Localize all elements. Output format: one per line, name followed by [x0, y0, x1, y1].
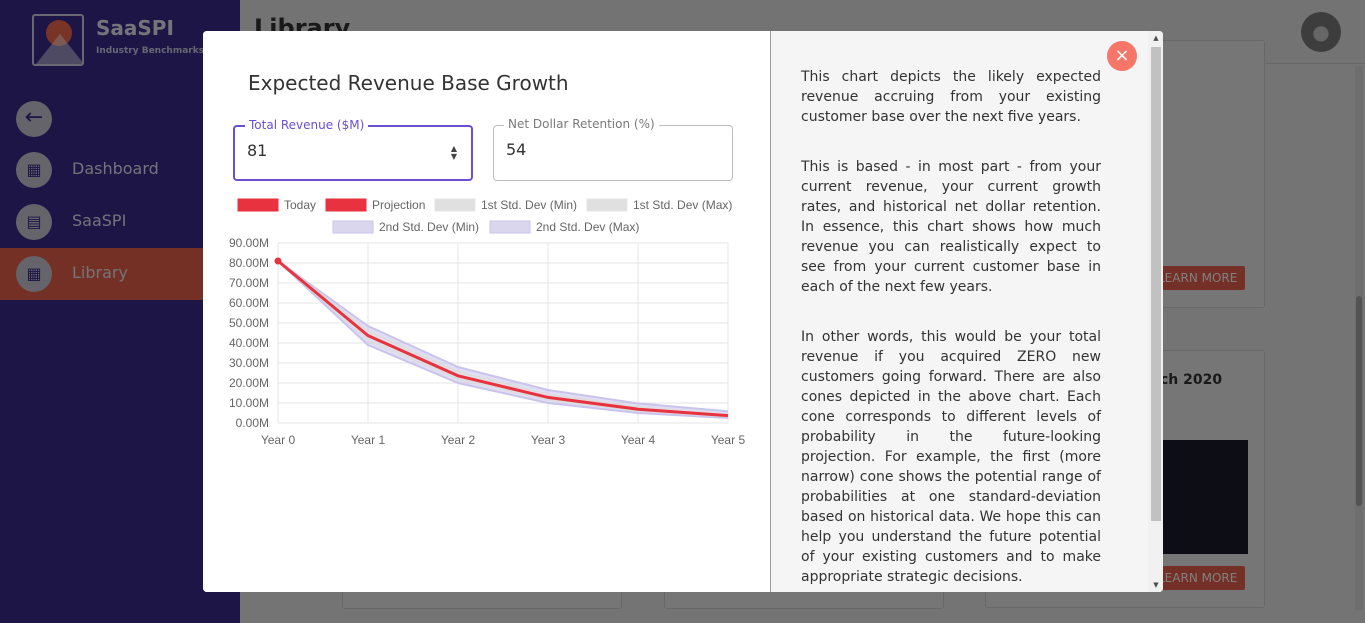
scroll-down-icon[interactable]: ▼	[1153, 581, 1159, 589]
modal-scrollbar[interactable]: ▲ ▼	[1148, 31, 1163, 592]
y-tick-label: 0.00M	[236, 416, 269, 430]
y-tick-label: 10.00M	[229, 396, 269, 410]
y-tick-label: 70.00M	[229, 276, 269, 290]
net-dollar-retention-label: Net Dollar Retention (%)	[504, 117, 659, 131]
y-tick-label: 20.00M	[229, 376, 269, 390]
total-revenue-label: Total Revenue ($M)	[245, 118, 369, 132]
legend-swatch	[586, 198, 628, 212]
y-tick-label: 60.00M	[229, 296, 269, 310]
x-tick-label: Year 4	[621, 433, 656, 447]
legend-swatch	[237, 198, 279, 212]
total-revenue-input[interactable]	[247, 141, 427, 160]
legend-label: 1st Std. Dev (Max)	[633, 198, 732, 212]
std1-min-line	[277, 260, 729, 418]
std2-min-line	[277, 260, 729, 419]
legend-swatch	[489, 220, 531, 234]
revenue-chart: Today Projection 1st Std. Dev (Min) 1st Std…	[229, 198, 746, 447]
legend-label: 2nd Std. Dev (Max)	[536, 220, 639, 234]
y-tick-label: 80.00M	[229, 256, 269, 270]
chart-description: This chart depicts the likely expected r…	[801, 67, 1101, 592]
net-dollar-retention-field[interactable]: Net Dollar Retention (%)	[493, 117, 733, 181]
y-tick-label: 40.00M	[229, 336, 269, 350]
close-icon[interactable]: ×	[1107, 41, 1137, 71]
legend-swatch	[434, 198, 476, 212]
std2-max-line	[277, 260, 729, 413]
std2-band	[278, 261, 728, 418]
net-dollar-retention-input[interactable]	[506, 140, 686, 159]
description-panel: × This chart depicts the likely expected…	[770, 31, 1163, 592]
revenue-growth-modal: Expected Revenue Base Growth Total Reven…	[203, 31, 1163, 592]
legend-label: Projection	[372, 198, 425, 212]
x-tick-label: Year 2	[441, 433, 476, 447]
today-point	[274, 257, 282, 265]
description-paragraph: This is based - in most part - from your…	[801, 159, 1101, 295]
projection-line	[277, 259, 729, 418]
modal-title: Expected Revenue Base Growth	[248, 71, 569, 95]
legend-swatch	[332, 220, 374, 234]
description-paragraph: In other words, this would be your total…	[801, 329, 1101, 585]
number-stepper-icon[interactable]: ▲ ▼	[450, 144, 458, 161]
y-tick-label: 50.00M	[229, 316, 269, 330]
x-tick-label: Year 0	[261, 433, 296, 447]
x-tick-label: Year 3	[531, 433, 566, 447]
y-tick-label: 90.00M	[229, 236, 269, 250]
total-revenue-field[interactable]: Total Revenue ($M) ▲▼	[233, 118, 473, 181]
std1-max-line	[277, 260, 729, 415]
description-paragraph: This chart depicts the likely expected r…	[801, 69, 1101, 125]
legend-label: 2nd Std. Dev (Min)	[379, 220, 479, 234]
legend-swatch	[325, 198, 367, 212]
legend-label: 1st Std. Dev (Min)	[481, 198, 577, 212]
x-tick-label: Year 1	[351, 433, 386, 447]
y-tick-label: 30.00M	[229, 356, 269, 370]
x-tick-label: Year 5	[711, 433, 746, 447]
scroll-up-icon[interactable]: ▲	[1153, 34, 1159, 42]
chart-panel: Expected Revenue Base Growth Total Reven…	[203, 31, 770, 592]
legend-label: Today	[284, 198, 316, 212]
